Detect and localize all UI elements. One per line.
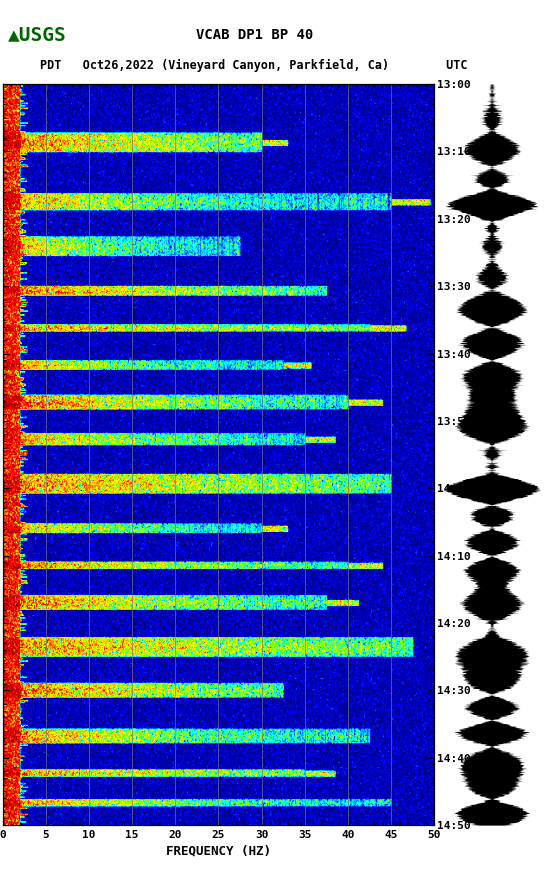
Text: VCAB DP1 BP 40: VCAB DP1 BP 40 [195,28,313,42]
X-axis label: FREQUENCY (HZ): FREQUENCY (HZ) [166,844,271,857]
Text: ▲USGS: ▲USGS [8,25,67,45]
Text: PDT   Oct26,2022 (Vineyard Canyon, Parkfield, Ca)        UTC: PDT Oct26,2022 (Vineyard Canyon, Parkfie… [40,59,468,72]
